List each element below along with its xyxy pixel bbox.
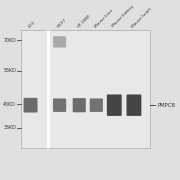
FancyBboxPatch shape [53,36,66,48]
Text: Mouse kidney: Mouse kidney [111,5,135,28]
Text: Mouse heart: Mouse heart [131,7,153,28]
FancyBboxPatch shape [127,94,141,116]
Text: 40KD: 40KD [3,102,16,107]
FancyBboxPatch shape [53,98,66,112]
Text: MCF7: MCF7 [57,17,68,28]
FancyBboxPatch shape [73,98,86,112]
Text: 70KD: 70KD [3,38,16,43]
FancyBboxPatch shape [107,94,122,116]
Text: PMPCB: PMPCB [157,103,175,108]
Text: LO2: LO2 [28,20,36,28]
Text: HT-1080: HT-1080 [76,13,92,28]
Text: 35KD: 35KD [3,125,16,130]
Bar [21,30,150,148]
Text: 55KD: 55KD [3,68,16,73]
FancyBboxPatch shape [90,98,103,112]
Text: Mouse liver: Mouse liver [93,8,114,28]
FancyBboxPatch shape [24,98,38,112]
